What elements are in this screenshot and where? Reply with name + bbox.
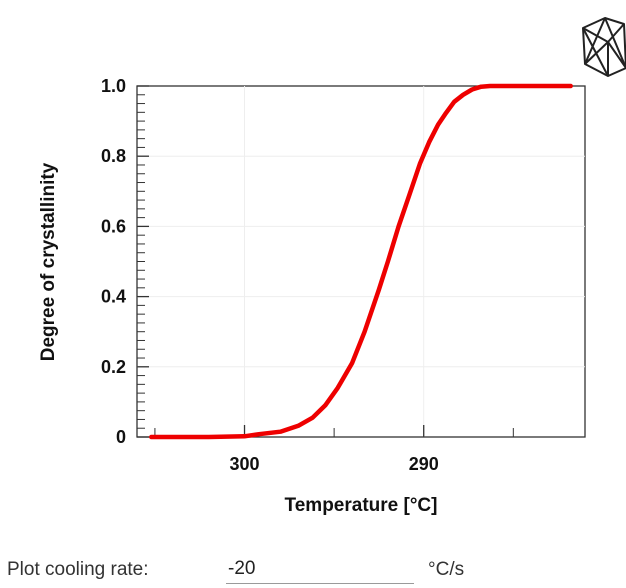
- crystallinity-chart: 0 0.2 0.4 0.6 0.8 1.0 300 290 Temperature [°C]…: [38, 17, 626, 516]
- crystallinity-series-line: [149, 83, 573, 440]
- y-tick-label: 1.0: [101, 76, 126, 96]
- y-axis-ticks: 0 0.2 0.4 0.6 0.8 1.0: [101, 76, 149, 447]
- cooling-rate-label: Plot cooling rate:: [7, 559, 149, 580]
- y-tick-label: 0.6: [101, 216, 126, 236]
- cooling-rate-control: Plot cooling rate: °C/s: [0, 555, 626, 588]
- cooling-rate-input[interactable]: [226, 555, 414, 584]
- grid: [137, 86, 585, 437]
- y-tick-label: 0.2: [101, 357, 126, 377]
- plot-area: [136, 85, 586, 438]
- wireframe-cube-logo-icon: [582, 17, 626, 77]
- y-axis-title: Degree of crystallinity: [38, 162, 59, 361]
- series-layer: [149, 83, 573, 440]
- x-tick-label: 300: [229, 454, 259, 474]
- y-tick-label: 0.8: [101, 146, 126, 166]
- x-axis-title: Temperature [°C]: [285, 495, 438, 516]
- x-tick-label: 290: [409, 454, 439, 474]
- x-axis-ticks: 300 290: [154, 425, 514, 474]
- y-tick-label: 0.4: [101, 287, 126, 307]
- y-tick-label: 0: [116, 427, 126, 447]
- cooling-rate-unit: °C/s: [428, 559, 465, 580]
